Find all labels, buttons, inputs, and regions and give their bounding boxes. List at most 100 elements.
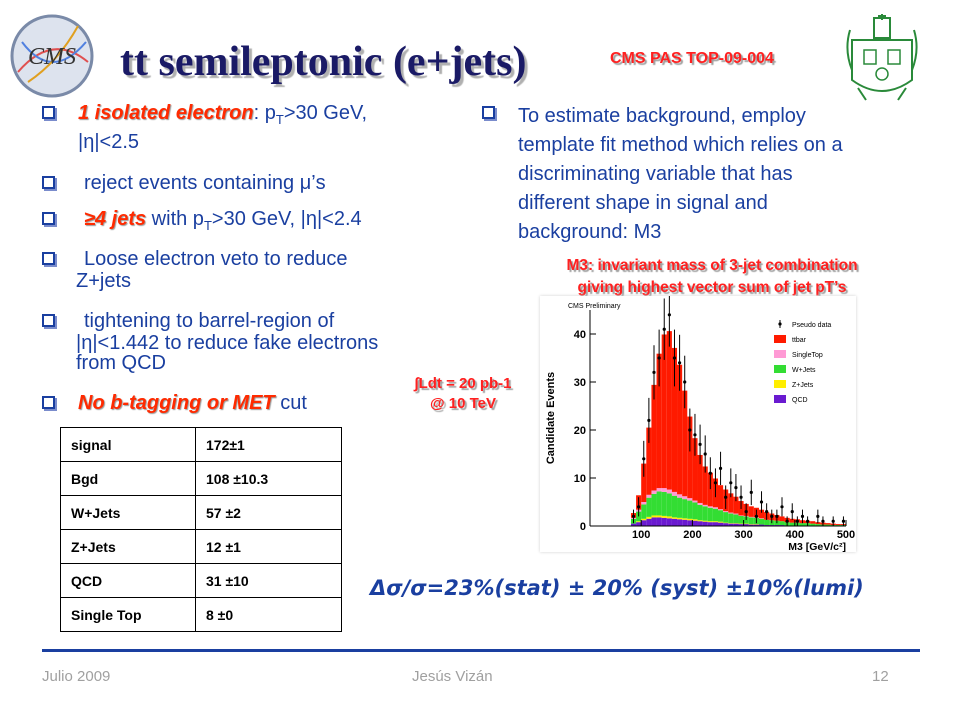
data-point [667, 313, 671, 317]
data-point [780, 505, 784, 509]
bar-qcd [728, 523, 734, 526]
cross-section-uncertainty: Δσ/σ=23%(stat) ± 20% (syst) ±10%(lumi) [370, 576, 864, 600]
bullet-square-icon [482, 106, 495, 119]
bar-qcd [646, 518, 652, 526]
data-point [703, 452, 707, 456]
data-point [631, 514, 636, 518]
legend-swatch [774, 335, 786, 343]
bar-singletop [666, 489, 672, 494]
legend-label: W+Jets [792, 367, 816, 374]
bar-singletop [692, 500, 698, 503]
bar-singletop [656, 488, 662, 492]
bar-zjets [723, 522, 729, 524]
yield-value: 108 ±10.3 [195, 461, 342, 496]
bar-wjets [718, 510, 724, 522]
data-point [718, 466, 723, 470]
bar-wjets [764, 519, 770, 526]
legend-label: Pseudo data [792, 322, 831, 329]
bar-qcd [733, 523, 739, 526]
bar-wjets [733, 514, 739, 524]
bar-ttbar [666, 331, 672, 490]
data-point [647, 418, 651, 422]
footer-page-number: 12 [872, 668, 889, 685]
bar-qcd [753, 524, 759, 526]
bullet-barrel-region: tightening to barrel-region of |η|<1.442… [42, 310, 492, 380]
bar-zjets [743, 523, 749, 525]
table-row: W+Jets 57 ±2 [60, 495, 342, 530]
data-point [765, 510, 769, 514]
bullet-four-jets: ≥4 jets with pT>30 GeV, |η|<2.4 [42, 208, 472, 234]
bar-ttbar [671, 347, 678, 492]
data-point [790, 510, 794, 514]
bar-singletop [712, 507, 718, 509]
bar-singletop [738, 515, 744, 516]
bar-ttbar [641, 463, 647, 502]
bar-singletop [728, 512, 734, 514]
bar-wjets [666, 493, 672, 517]
bar-ttbar [692, 438, 698, 501]
bar-singletop [718, 509, 724, 511]
yield-label: Bgd [60, 461, 196, 496]
pas-reference: CMS PAS TOP-09-004 [610, 50, 774, 67]
data-point [662, 327, 666, 331]
bullet-square-icon [42, 106, 55, 119]
bar-qcd [743, 524, 749, 526]
luminosity-label: ∫Ldt = 20 pb-1 @ 10 TeV [414, 375, 512, 412]
bar-zjets [738, 523, 744, 525]
legend-swatch [774, 365, 786, 373]
y-tick-label: 0 [580, 521, 586, 533]
bar-qcd [651, 517, 657, 526]
data-point [816, 514, 820, 518]
data-point [841, 519, 846, 523]
data-point [749, 490, 753, 494]
bar-wjets [661, 491, 667, 516]
bar-zjets [753, 524, 759, 525]
bar-singletop [723, 511, 729, 513]
x-axis-label: M3 [GeV/c²] [788, 541, 846, 552]
yields-table: signal 172±1 Bgd 108 ±10.3 W+Jets 57 ±2 Z+Jets… [60, 427, 342, 632]
bar-ttbar [661, 334, 667, 489]
yield-value: 31 ±10 [195, 563, 342, 598]
table-row: QCD 31 ±10 [60, 563, 342, 598]
bar-ttbar [702, 466, 708, 505]
bar-zjets [656, 515, 662, 518]
bullet-reject-muons: reject events containing μ’s [42, 172, 472, 198]
bar-ttbar [687, 416, 693, 499]
bar-qcd [661, 517, 667, 526]
bar-wjets [810, 523, 816, 526]
bar-qcd [630, 523, 637, 526]
bar-zjets [707, 521, 713, 523]
bar-zjets [697, 520, 703, 522]
bar-zjets [733, 523, 739, 524]
data-point [693, 433, 697, 437]
bar-wjets [738, 515, 744, 524]
legend-swatch [778, 322, 782, 326]
bar-ttbar [646, 427, 652, 495]
svg-text:CMS: CMS [28, 44, 76, 70]
bar-zjets [666, 516, 672, 519]
bar-wjets [723, 512, 729, 523]
bar-wjets [825, 524, 831, 526]
data-point [759, 500, 764, 504]
data-point [708, 471, 712, 475]
legend-swatch [774, 350, 786, 358]
bar-wjets [702, 506, 708, 521]
data-point [642, 457, 646, 461]
bullet-electron-veto: Loose electron veto to reduce Z+jets [42, 248, 472, 298]
data-point [739, 495, 743, 499]
m3-caption: M3: invariant mass of 3-jet combination … [566, 257, 858, 296]
data-point [724, 495, 728, 499]
y-tick-label: 40 [574, 329, 586, 341]
bar-zjets [682, 518, 688, 520]
bar-wjets [815, 524, 821, 526]
bar-qcd [697, 521, 703, 526]
bar-qcd [758, 524, 765, 526]
yield-label: Single Top [60, 597, 196, 632]
bar-qcd [677, 519, 683, 526]
legend-swatch [774, 380, 786, 388]
yield-value: 8 ±0 [195, 597, 342, 632]
table-row: Single Top 8 ±0 [60, 597, 342, 632]
bar-wjets [707, 507, 713, 522]
bar-wjets [743, 516, 749, 524]
bar-singletop [682, 496, 688, 500]
